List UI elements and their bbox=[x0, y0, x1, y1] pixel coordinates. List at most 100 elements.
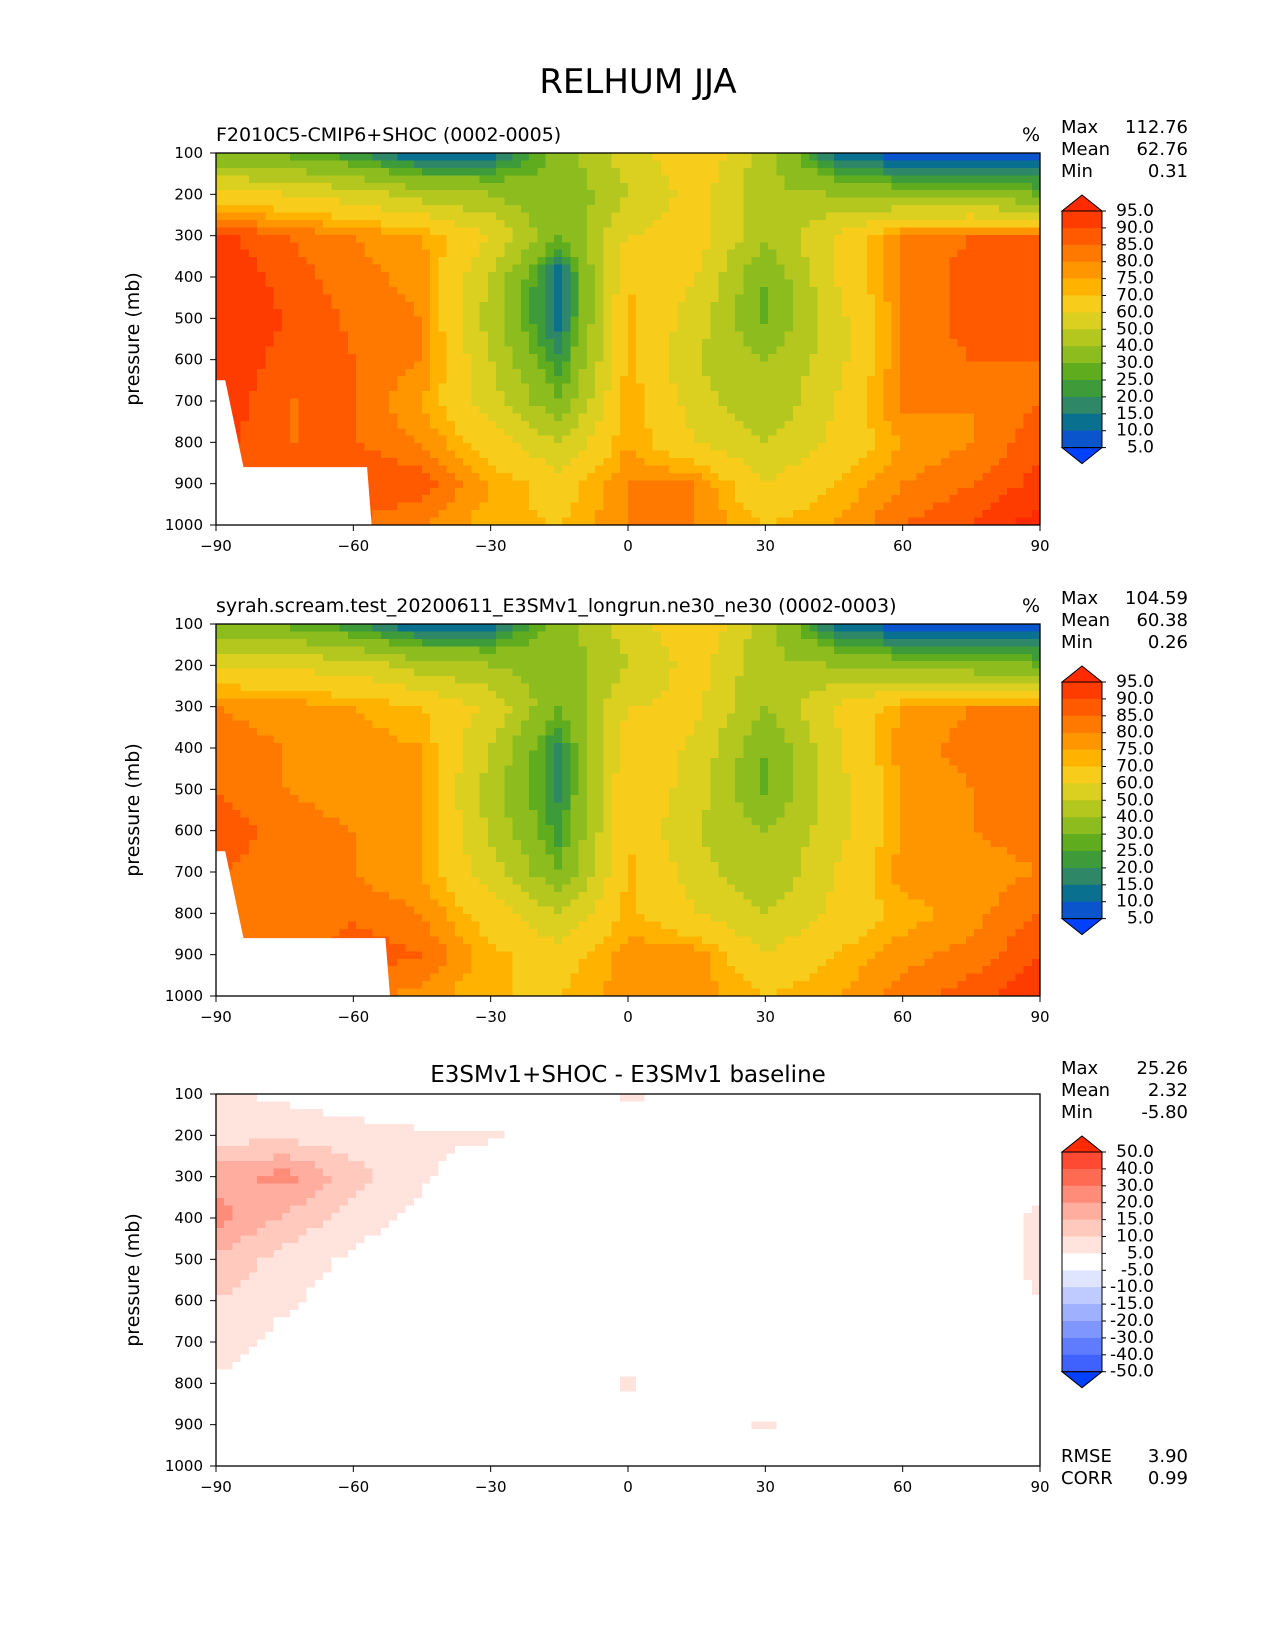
contour-cell bbox=[982, 272, 992, 281]
contour-cell bbox=[825, 368, 835, 377]
contour-cell bbox=[537, 517, 547, 526]
contour-cell bbox=[504, 153, 514, 162]
contour-cell bbox=[504, 257, 514, 266]
contour-cell bbox=[216, 167, 225, 176]
contour-cell bbox=[257, 182, 267, 191]
contour-cell bbox=[496, 368, 505, 377]
contour-cell bbox=[1015, 361, 1025, 370]
contour-cell bbox=[512, 242, 522, 251]
contour-cell bbox=[595, 443, 604, 452]
contour-cell bbox=[677, 428, 687, 437]
contour-cell bbox=[446, 197, 456, 206]
contour-cell bbox=[685, 160, 695, 169]
contour-cell bbox=[314, 361, 324, 370]
contour-cell bbox=[726, 227, 736, 236]
contour-cell bbox=[644, 205, 654, 214]
contour-cell bbox=[314, 391, 324, 400]
contour-cell bbox=[422, 420, 431, 429]
contour-cell bbox=[586, 405, 596, 414]
contour-cell bbox=[982, 309, 992, 318]
contour-cell bbox=[619, 413, 629, 422]
contour-cell bbox=[471, 309, 481, 318]
contour-cell bbox=[619, 391, 629, 400]
contour-cell bbox=[891, 167, 901, 176]
contour-cell bbox=[644, 160, 654, 169]
contour-cell bbox=[529, 398, 538, 407]
contour-cell bbox=[248, 420, 258, 429]
contour-cell bbox=[347, 286, 357, 295]
contour-cell bbox=[908, 331, 917, 340]
contour-cell bbox=[570, 465, 580, 474]
contour-cell bbox=[899, 190, 909, 199]
contour-cell bbox=[957, 167, 967, 176]
contour-cell bbox=[1007, 160, 1016, 169]
contour-cell bbox=[290, 286, 299, 295]
contour-cell bbox=[866, 517, 876, 526]
contour-cell bbox=[298, 167, 308, 176]
contour-cell bbox=[932, 346, 942, 355]
contour-cell bbox=[644, 428, 654, 437]
contour-cell bbox=[471, 257, 481, 266]
contour-cell bbox=[784, 420, 794, 429]
contour-cell bbox=[710, 391, 720, 400]
contour-cell bbox=[570, 286, 580, 295]
contour-cell bbox=[792, 219, 802, 228]
contour-cell bbox=[248, 368, 258, 377]
contour-cell bbox=[512, 420, 522, 429]
contour-cell bbox=[586, 376, 596, 385]
contour-cell bbox=[438, 420, 448, 429]
contour-cell bbox=[380, 383, 390, 392]
contour-cell bbox=[504, 435, 514, 444]
contour-cell bbox=[858, 391, 868, 400]
contour-cell bbox=[389, 309, 398, 318]
contour-cell bbox=[735, 257, 744, 266]
contour-cell bbox=[578, 324, 588, 333]
contour-cell bbox=[438, 301, 448, 310]
contour-cell bbox=[545, 182, 555, 191]
contour-cell bbox=[331, 182, 341, 191]
contour-cell bbox=[595, 450, 604, 459]
contour-cell bbox=[834, 339, 843, 348]
contour-cell bbox=[463, 324, 473, 333]
contour-cell bbox=[281, 376, 291, 385]
contour-cell bbox=[356, 264, 365, 273]
contour-cell bbox=[347, 219, 357, 228]
contour-cell bbox=[685, 405, 695, 414]
contour-cell bbox=[372, 435, 382, 444]
contour-cell bbox=[298, 398, 308, 407]
contour-cell bbox=[347, 175, 357, 184]
contour-cell bbox=[463, 495, 473, 504]
contour-cell bbox=[389, 361, 398, 370]
contour-cell bbox=[891, 435, 901, 444]
contour-cell bbox=[520, 510, 530, 519]
contour-cell bbox=[891, 190, 901, 199]
contour-cell bbox=[1015, 234, 1025, 243]
contour-cell bbox=[660, 167, 670, 176]
contour-cell bbox=[652, 472, 662, 481]
contour-cell bbox=[331, 153, 341, 162]
contour-cell bbox=[660, 160, 670, 169]
contour-cell bbox=[479, 353, 489, 362]
contour-cell bbox=[710, 517, 720, 526]
contour-cell bbox=[611, 339, 621, 348]
contour-cell bbox=[726, 219, 736, 228]
contour-cell bbox=[512, 383, 522, 392]
contour-cell bbox=[438, 309, 448, 318]
contour-cell bbox=[982, 249, 992, 258]
contour-cell bbox=[595, 361, 604, 370]
contour-cell bbox=[389, 272, 398, 281]
contour-cell bbox=[356, 458, 365, 467]
contour-cell bbox=[858, 502, 868, 511]
contour-cell bbox=[570, 361, 580, 370]
contour-cell bbox=[364, 324, 374, 333]
contour-cell bbox=[768, 398, 777, 407]
contour-cell bbox=[792, 324, 802, 333]
contour-cell bbox=[397, 368, 407, 377]
contour-cell bbox=[899, 272, 909, 281]
contour-cell bbox=[1007, 182, 1016, 191]
contour-cell bbox=[891, 405, 901, 414]
contour-cell bbox=[232, 361, 242, 370]
contour-cell bbox=[281, 264, 291, 273]
contour-cell bbox=[487, 376, 497, 385]
contour-cell bbox=[784, 502, 794, 511]
